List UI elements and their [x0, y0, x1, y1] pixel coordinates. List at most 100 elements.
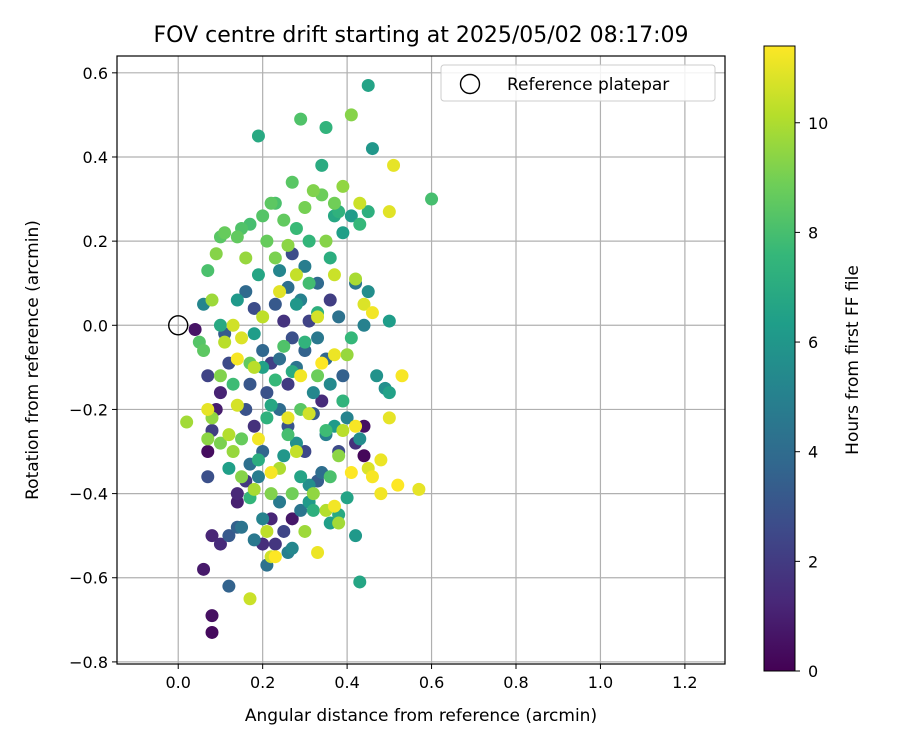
- data-point: [323, 293, 337, 307]
- data-point: [319, 234, 333, 248]
- data-point: [361, 78, 375, 92]
- data-point: [425, 192, 439, 206]
- data-point: [273, 495, 287, 509]
- x-tick-label: 1.2: [672, 673, 697, 692]
- data-point: [336, 423, 350, 437]
- data-point: [298, 335, 312, 349]
- y-tick-label: −0.2: [69, 400, 108, 419]
- data-point: [294, 470, 308, 484]
- data-point: [247, 533, 261, 547]
- y-tick-label: −0.8: [69, 653, 108, 672]
- data-point: [344, 108, 358, 122]
- data-point: [311, 545, 325, 559]
- data-point: [353, 575, 367, 589]
- data-point: [311, 331, 325, 345]
- data-point: [222, 428, 236, 442]
- legend-frame: [440, 64, 716, 102]
- data-point: [268, 373, 282, 387]
- data-point: [315, 158, 329, 172]
- data-point: [247, 482, 261, 496]
- data-point: [188, 322, 202, 336]
- data-point: [235, 432, 249, 446]
- data-point: [201, 470, 215, 484]
- x-tick-label: 0.8: [503, 673, 528, 692]
- colorbar-tick-label: 8: [808, 223, 818, 242]
- data-point: [209, 247, 223, 261]
- data-point: [201, 445, 215, 459]
- data-point: [213, 436, 227, 450]
- colorbar-tick-label: 10: [808, 114, 828, 133]
- data-point: [251, 432, 265, 446]
- colorbar-tick-label: 4: [808, 443, 818, 462]
- x-axis-ticks: 0.0 0.2 0.4 0.6 0.8 1.0 1.2: [165, 664, 698, 692]
- data-point: [268, 537, 282, 551]
- colorbar-tick-label: 6: [808, 333, 818, 352]
- x-tick-label: 0.0: [165, 673, 190, 692]
- colorbar-tick-label: 0: [808, 662, 818, 681]
- data-point: [412, 482, 426, 496]
- data-point: [353, 196, 367, 210]
- data-point: [336, 369, 350, 383]
- data-point: [306, 487, 320, 501]
- y-axis-label: Rotation from reference (arcmin): [23, 220, 43, 500]
- data-point: [256, 512, 270, 526]
- data-point: [268, 297, 282, 311]
- data-point: [251, 129, 265, 143]
- data-point: [361, 285, 375, 299]
- data-point: [285, 512, 299, 526]
- data-point: [197, 344, 211, 358]
- data-point: [327, 348, 341, 362]
- data-point: [243, 592, 257, 606]
- data-point: [344, 331, 358, 345]
- reference-point-marker: [168, 315, 189, 336]
- data-point: [213, 386, 227, 400]
- data-point: [294, 369, 308, 383]
- y-tick-label: 0.4: [83, 148, 108, 167]
- data-point: [289, 445, 303, 459]
- data-point: [285, 175, 299, 189]
- data-point: [395, 369, 409, 383]
- data-point: [357, 449, 371, 463]
- data-point: [213, 318, 227, 332]
- data-point: [281, 238, 295, 252]
- y-tick-label: 0.0: [83, 316, 108, 335]
- data-point: [260, 386, 274, 400]
- data-point: [268, 550, 282, 564]
- data-point: [323, 470, 337, 484]
- data-point: [205, 293, 219, 307]
- data-point: [340, 491, 354, 505]
- data-point: [332, 516, 346, 530]
- data-point: [268, 251, 282, 265]
- data-point: [213, 369, 227, 383]
- data-point: [260, 234, 274, 248]
- data-point: [306, 184, 320, 198]
- data-point: [382, 314, 396, 328]
- data-point: [336, 226, 350, 240]
- data-point: [332, 449, 346, 463]
- data-point: [213, 537, 227, 551]
- y-tick-label: −0.4: [69, 485, 108, 504]
- data-point: [315, 394, 329, 408]
- data-point: [311, 310, 325, 324]
- data-point: [251, 268, 265, 282]
- x-axis-label: Angular distance from reference (arcmin): [245, 706, 597, 726]
- data-point: [277, 449, 291, 463]
- data-point: [281, 377, 295, 391]
- data-point: [302, 234, 316, 248]
- data-point: [349, 272, 363, 286]
- data-point: [205, 529, 219, 543]
- data-point: [273, 264, 287, 278]
- data-point: [289, 268, 303, 282]
- x-tick-label: 0.6: [419, 673, 444, 692]
- data-point: [353, 432, 367, 446]
- data-point: [273, 352, 287, 366]
- data-point: [180, 415, 194, 429]
- data-point: [340, 411, 354, 425]
- data-point: [264, 487, 278, 501]
- legend-box: Reference platepar: [440, 64, 716, 102]
- data-point: [298, 524, 312, 538]
- data-point: [239, 285, 253, 299]
- data-point: [264, 398, 278, 412]
- data-point: [349, 419, 363, 433]
